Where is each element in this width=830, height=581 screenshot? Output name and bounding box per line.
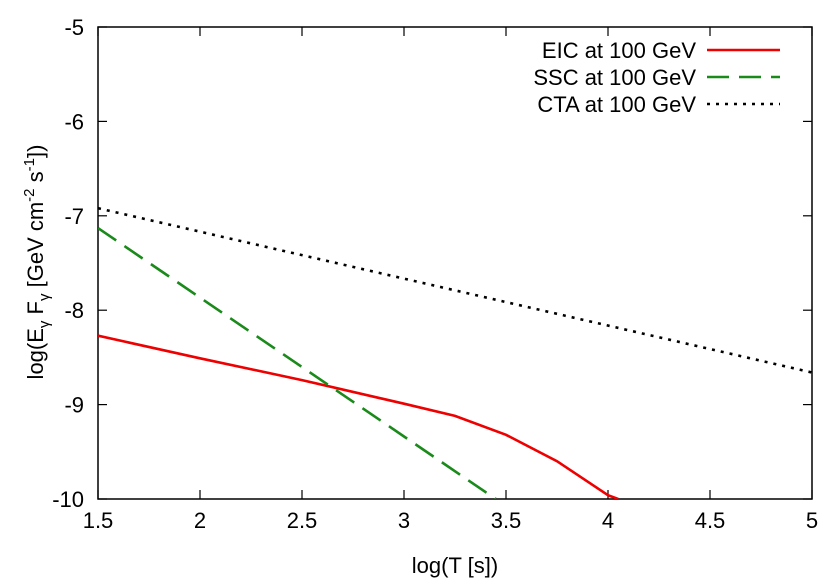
- y-tick-label: -9: [64, 393, 84, 418]
- x-tick-label: 2: [194, 508, 206, 533]
- series-line-3: [98, 206, 812, 374]
- x-tick-label: 2.5: [287, 508, 318, 533]
- y-tick-label: -7: [64, 204, 84, 229]
- x-tick-label: 1.5: [83, 508, 114, 533]
- legend-label: EIC at 100 GeV: [542, 38, 696, 63]
- x-tick-label: 4.5: [695, 508, 726, 533]
- y-tick-label: -5: [64, 15, 84, 40]
- x-tick-label: 4: [602, 508, 614, 533]
- y-tick-label: -10: [52, 487, 84, 512]
- x-tick-label: 3: [398, 508, 410, 533]
- series-line-1: [98, 334, 619, 499]
- x-tick-label: 3.5: [491, 508, 522, 533]
- y-axis-label: log(Eγ Fγ [GeV cm-2 s-1]): [21, 145, 53, 380]
- y-tick-label: -6: [64, 109, 84, 134]
- legend-label: SSC at 100 GeV: [533, 65, 696, 90]
- x-tick-label: 5: [806, 508, 818, 533]
- plot-frame: [97, 26, 813, 500]
- series-line-2: [98, 227, 497, 499]
- x-axis-label: log(T [s]): [412, 553, 498, 578]
- series-layer: [98, 206, 812, 499]
- y-tick-label: -8: [64, 298, 84, 323]
- legend-label: CTA at 100 GeV: [537, 92, 696, 117]
